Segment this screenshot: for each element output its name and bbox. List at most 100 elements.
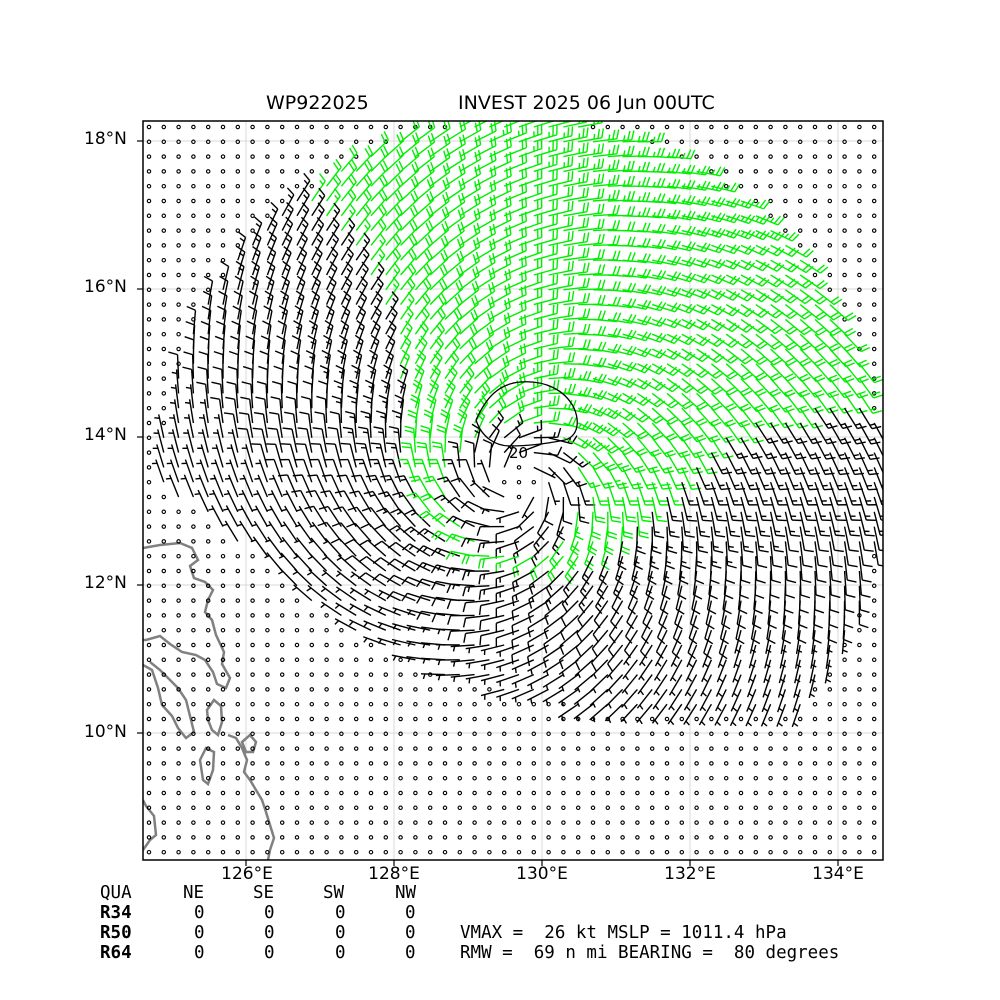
calm-marker	[723, 731, 729, 737]
wind-barb	[764, 644, 772, 669]
wind-barb	[430, 547, 461, 557]
calm-marker	[620, 835, 625, 840]
calm-marker	[783, 835, 788, 840]
calm-marker	[709, 805, 714, 811]
calm-marker	[679, 849, 685, 855]
wind-barb	[858, 511, 875, 537]
calm-marker	[265, 805, 270, 811]
calm-marker	[235, 657, 241, 663]
wind-barb	[480, 659, 505, 670]
wind-barb	[358, 556, 387, 572]
calm-marker	[220, 553, 226, 559]
wind-barb	[622, 659, 638, 681]
calm-marker	[324, 790, 329, 796]
calm-marker	[768, 746, 773, 751]
calm-marker	[442, 805, 448, 811]
calm-marker	[679, 139, 685, 145]
calm-marker	[235, 746, 241, 751]
wind-barb	[197, 366, 209, 394]
calm-marker	[812, 775, 818, 781]
calm-marker	[827, 790, 833, 796]
wind-barb	[406, 640, 431, 647]
wind-barb	[681, 407, 708, 427]
wind-barb	[322, 537, 342, 557]
calm-marker	[487, 820, 492, 825]
wind-barb	[548, 121, 572, 128]
wind-barb	[277, 474, 298, 498]
calm-marker	[146, 361, 152, 367]
wind-barb	[169, 414, 180, 438]
calm-marker	[783, 820, 788, 825]
calm-marker	[191, 124, 196, 130]
calm-marker	[368, 731, 374, 737]
wind-barb	[641, 615, 653, 645]
wind-barb	[400, 262, 417, 291]
wind-barb	[219, 275, 229, 305]
calm-marker	[664, 790, 670, 796]
calm-marker	[427, 835, 433, 840]
wind-barb	[474, 150, 497, 173]
wind-barb	[842, 615, 853, 644]
calm-marker	[709, 731, 714, 737]
wind-barb	[725, 541, 737, 569]
wind-barb	[696, 197, 726, 208]
radii-header-se: SE	[253, 883, 275, 903]
wind-barb	[226, 381, 239, 409]
wind-barb	[296, 202, 310, 231]
calm-marker	[383, 761, 389, 766]
calm-marker	[294, 169, 300, 174]
wind-barb	[829, 481, 848, 506]
wind-barb	[489, 137, 512, 158]
wind-barb	[655, 629, 668, 659]
wind-barb	[626, 600, 639, 630]
wind-barb	[280, 290, 290, 320]
wind-barb	[681, 257, 711, 268]
wind-barb	[575, 629, 594, 657]
wind-barb	[652, 271, 682, 282]
calm-marker	[294, 642, 300, 648]
radii-row-label: R64	[100, 943, 132, 963]
calm-marker	[605, 775, 611, 781]
wind-barb	[681, 318, 711, 331]
calm-marker	[516, 479, 522, 485]
calm-marker	[294, 790, 300, 796]
wind-barb	[474, 165, 497, 187]
wind-barb	[430, 580, 460, 591]
wind-barb	[495, 614, 520, 633]
wind-barb	[400, 277, 416, 306]
wind-barb	[326, 202, 341, 231]
wind-barb	[578, 264, 606, 276]
calm-marker	[265, 139, 270, 145]
wind-barb	[495, 511, 520, 524]
wind-barb	[400, 306, 414, 335]
wind-barb	[433, 494, 461, 513]
calm-marker	[146, 509, 152, 515]
wind-barb	[444, 293, 463, 320]
calm-marker	[220, 790, 226, 796]
calm-marker	[679, 731, 685, 737]
radii-cell: 0	[405, 903, 416, 923]
calm-marker	[205, 124, 211, 130]
calm-marker	[472, 775, 477, 781]
wind-barb	[480, 644, 505, 656]
calm-marker	[709, 820, 714, 825]
calm-marker	[871, 657, 877, 663]
calm-marker	[146, 790, 152, 796]
calm-marker	[309, 642, 315, 648]
wind-barb	[269, 411, 283, 438]
calm-marker	[827, 287, 833, 293]
calm-marker	[871, 627, 877, 633]
wind-barb	[544, 585, 564, 611]
wind-barb	[651, 496, 667, 523]
wind-barb	[753, 585, 763, 615]
wind-barb	[661, 570, 671, 600]
wind-barb	[511, 585, 535, 607]
wind-barb	[464, 440, 476, 468]
calm-marker	[457, 701, 463, 707]
wind-barb	[521, 496, 535, 519]
calm-marker	[738, 790, 744, 796]
calm-marker	[501, 731, 507, 737]
calm-marker	[265, 701, 270, 707]
wind-barb	[185, 384, 195, 409]
calm-marker	[176, 124, 181, 130]
